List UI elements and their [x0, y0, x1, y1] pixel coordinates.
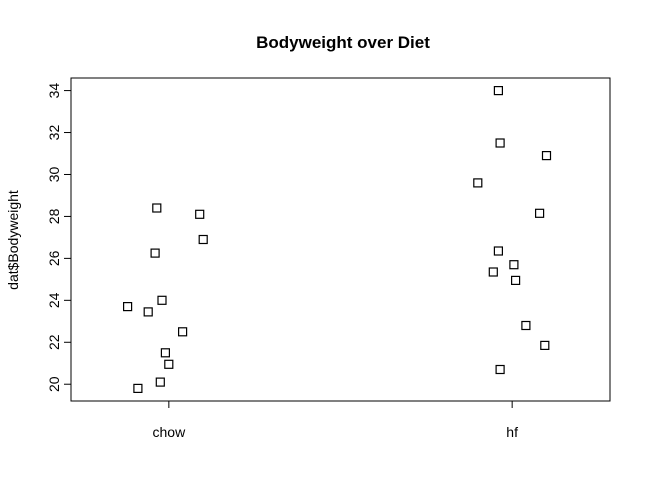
data-point-hf	[495, 138, 505, 148]
data-point-hf	[493, 85, 503, 96]
chart-title: Bodyweight over Diet	[256, 33, 430, 52]
data-point-hf	[488, 267, 498, 277]
y-axis-label: dat$Bodyweight	[5, 190, 21, 290]
data-point-chow	[152, 203, 162, 213]
data-point-chow	[157, 295, 167, 305]
y-tick-label: 28	[46, 208, 62, 224]
data-point-chow	[164, 359, 174, 369]
data-point-hf	[473, 178, 483, 188]
x-tick-label-chow: chow	[153, 424, 187, 440]
data-point-chow	[122, 302, 133, 312]
y-tick-label: 32	[46, 125, 62, 141]
data-point-chow	[133, 383, 143, 393]
y-tick-label: 22	[46, 334, 62, 350]
x-axis: chow hf	[153, 401, 518, 440]
data-point-chow	[178, 327, 188, 337]
data-points	[122, 85, 552, 393]
data-point-hf	[511, 275, 521, 285]
data-point-hf	[541, 151, 552, 161]
data-point-hf	[540, 340, 550, 350]
data-point-chow	[155, 377, 165, 387]
data-point-hf	[493, 246, 503, 256]
data-point-hf	[509, 260, 519, 270]
y-tick-label: 26	[46, 250, 62, 266]
data-point-chow	[150, 248, 160, 258]
y-tick-label: 20	[46, 376, 62, 392]
data-point-hf	[534, 208, 545, 218]
x-tick-label-hf: hf	[506, 424, 518, 440]
data-point-chow	[198, 234, 208, 245]
data-point-chow	[195, 209, 205, 219]
y-tick-label: 24	[46, 292, 62, 308]
data-point-chow	[160, 348, 170, 358]
y-tick-label: 34	[46, 83, 62, 99]
data-point-chow	[143, 307, 153, 317]
data-point-hf	[521, 320, 531, 331]
data-point-hf	[495, 364, 505, 375]
y-tick-label: 30	[46, 166, 62, 182]
y-axis: 20 22 24 26 28 30 32 34	[46, 83, 72, 392]
